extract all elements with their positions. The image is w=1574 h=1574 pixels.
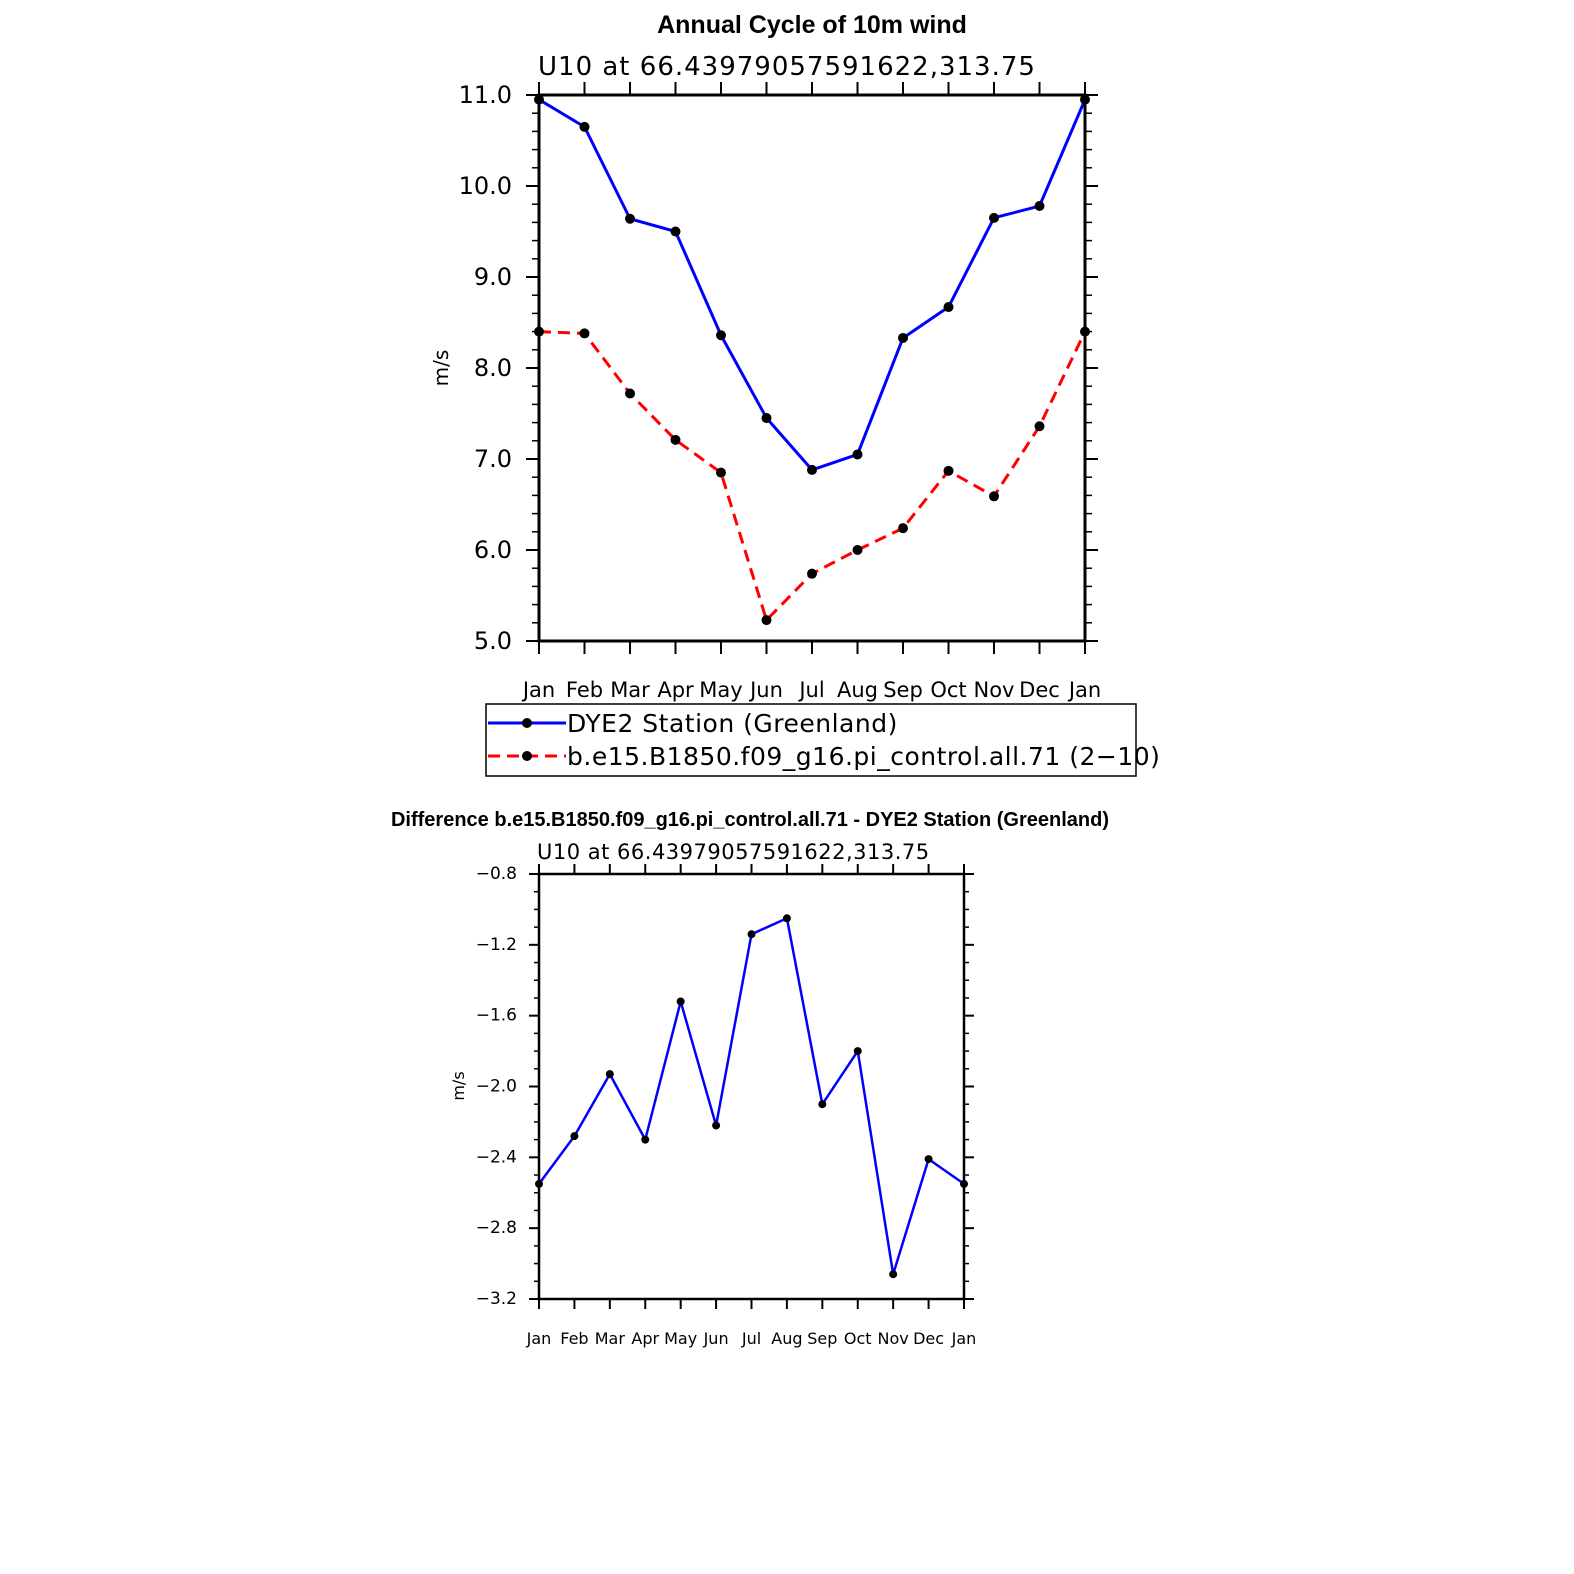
chart-annual-cycle: Annual Cycle of 10m wind U10 at 66.43979…: [429, 11, 1160, 777]
data-point-series-2: [670, 434, 681, 445]
series-layer: [534, 94, 1090, 626]
y-tick-label: 7.0: [474, 445, 512, 473]
data-point-series-1: [853, 1047, 862, 1056]
x-tick-label: Jan: [951, 1329, 977, 1348]
y-tick-label: −2.4: [476, 1147, 517, 1167]
y-tick-label: 8.0: [474, 354, 512, 382]
data-point-series-2: [716, 467, 726, 478]
x-tick-label: Mar: [595, 1329, 626, 1348]
chart-subtitle: U10 at 66.43979057591622,313.75: [538, 52, 1036, 82]
chart-difference: Difference b.e15.B1850.f09_g16.pi_contro…: [391, 809, 1109, 1348]
y-tick-label: −2.8: [476, 1218, 517, 1238]
legend-box: [485, 703, 1137, 777]
data-point-series-1: [943, 302, 954, 313]
x-tick-label: Sep: [807, 1329, 837, 1348]
chart-title: Annual Cycle of 10m wind: [657, 11, 967, 39]
y-tick-label: −2.0: [476, 1077, 517, 1097]
data-point-series-1: [579, 121, 590, 132]
y-tick-label: 5.0: [474, 627, 512, 655]
data-point-series-1: [989, 212, 999, 223]
data-point-series-2: [852, 545, 863, 555]
x-tick-label: Aug: [771, 1329, 802, 1348]
y-tick-label: −3.2: [476, 1289, 517, 1309]
x-tick-label: Jul: [797, 678, 824, 702]
chart-title: Difference b.e15.B1850.f09_g16.pi_contro…: [391, 809, 1109, 831]
x-tick-label: Jan: [521, 678, 555, 702]
series-layer: [535, 914, 968, 1279]
data-point-series-1: [716, 330, 726, 341]
x-tick-label: Nov: [878, 1329, 909, 1348]
data-point-series-1: [747, 930, 756, 939]
data-point-series-1: [807, 464, 817, 475]
x-tick-label: Dec: [1019, 678, 1060, 702]
legend-label-series-1: DYE2 Station (Greenland): [567, 709, 898, 738]
legend: DYE2 Station (Greenland) b.e15.B1850.f09…: [485, 703, 1160, 777]
x-tick-label: Jun: [748, 678, 783, 702]
x-tick-label: Jun: [703, 1329, 729, 1348]
x-tick-label: Dec: [913, 1329, 944, 1348]
y-tick-label: 10.0: [459, 172, 512, 200]
x-tick-label: Mar: [610, 678, 650, 702]
tick-layer: Jan Feb Mar Apr May Jun Jul Aug Sep Oct Nov Dec Jan 5…: [459, 81, 1102, 702]
x-tick-label: Sep: [883, 678, 923, 702]
legend-marker-series-1: [522, 718, 532, 728]
data-point-series-1: [712, 1121, 721, 1130]
data-point-series-2: [898, 523, 908, 534]
x-tick-label: May: [699, 678, 742, 702]
y-tick-label: −1.2: [476, 935, 517, 955]
data-point-series-1: [641, 1135, 650, 1144]
data-point-series-2: [1034, 421, 1045, 432]
plot-frame: [537, 872, 966, 1301]
data-point-series-1: [570, 1132, 579, 1141]
x-tick-label: Apr: [657, 678, 694, 702]
y-tick-label: 11.0: [459, 81, 512, 109]
data-point-series-1: [898, 332, 908, 343]
x-tick-label: Apr: [631, 1329, 659, 1348]
chart-subtitle: U10 at 66.43979057591622,313.75: [537, 840, 930, 864]
x-tick-label: Nov: [974, 678, 1015, 702]
data-point-series-1: [1034, 201, 1045, 212]
data-point-series-2: [625, 388, 635, 399]
x-tick-label: Jan: [1067, 678, 1101, 702]
legend-label-series-2: b.e15.B1850.f09_g16.pi_control.all.71 (2…: [567, 742, 1160, 771]
data-point-series-1: [625, 213, 635, 224]
plot-frame: [537, 93, 1087, 643]
data-point-series-2: [579, 328, 590, 339]
data-point-series-1: [818, 1100, 827, 1109]
y-axis-label: m/s: [429, 350, 453, 387]
data-point-series-1: [605, 1070, 614, 1079]
data-point-series-1: [889, 1270, 898, 1279]
data-point-series-1: [924, 1155, 933, 1164]
x-tick-label: May: [664, 1329, 697, 1348]
x-tick-label: Oct: [930, 678, 966, 702]
data-point-series-1: [761, 413, 772, 424]
x-tick-label: Oct: [844, 1329, 872, 1348]
data-point-series-2: [989, 491, 999, 502]
x-tick-label: Jul: [741, 1329, 761, 1348]
data-point-series-1: [676, 997, 685, 1006]
y-tick-label: −1.6: [476, 1006, 517, 1026]
x-tick-label: Aug: [837, 678, 878, 702]
data-point-series-2: [943, 465, 954, 476]
data-point-series-2: [761, 615, 772, 626]
data-point-series-1: [852, 449, 863, 460]
x-tick-label: Feb: [560, 1329, 588, 1348]
y-tick-label: −0.8: [476, 864, 517, 884]
data-point-series-1: [782, 914, 791, 923]
y-tick-label: 9.0: [474, 263, 512, 291]
y-tick-label: 6.0: [474, 536, 512, 564]
legend-marker-series-2: [522, 751, 532, 761]
data-point-series-2: [807, 568, 817, 579]
y-axis-label: m/s: [449, 1071, 468, 1100]
data-point-series-1: [670, 226, 681, 237]
x-tick-label: Feb: [566, 678, 603, 702]
x-tick-label: Jan: [526, 1329, 552, 1348]
